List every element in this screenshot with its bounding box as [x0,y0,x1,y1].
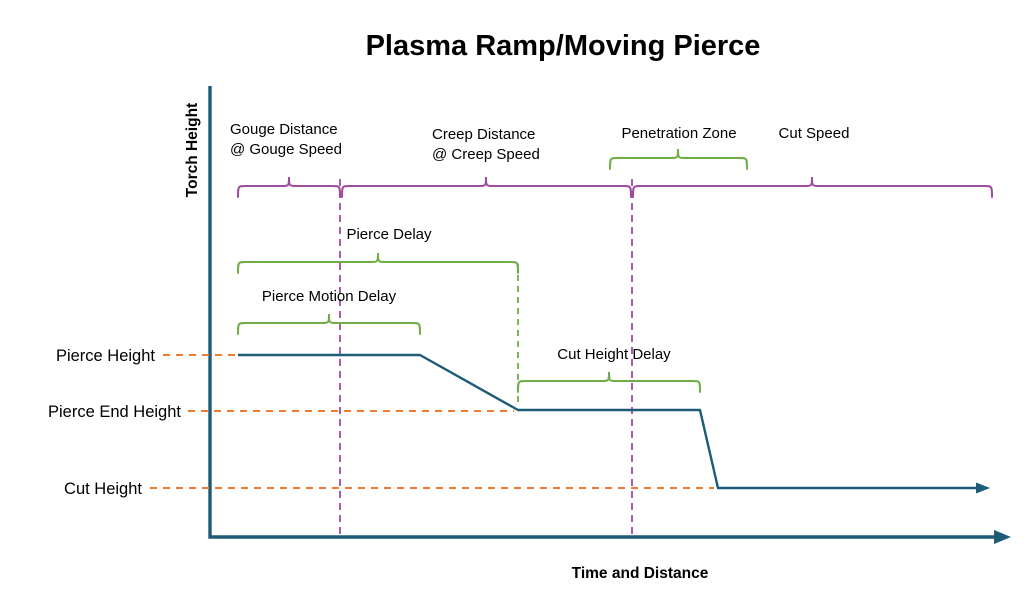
x-axis-label: Time and Distance [572,565,709,582]
curve-arrowhead-icon [976,482,990,494]
chart-title: Plasma Ramp/Moving Pierce [366,30,761,62]
y-axis-label: Torch Height [184,103,201,197]
pierce-delay-label: Pierce Delay [346,226,432,243]
torch-height-curve [238,353,979,490]
creep-distance-brace [341,176,632,198]
cut-height-delay-brace [517,371,701,393]
cut-speed-brace [632,176,993,198]
pierce-motion-delay-brace [237,313,421,335]
cut-speed-label: Cut Speed [779,125,850,142]
penetration-zone-brace [609,148,748,170]
penetration-zone-label: Penetration Zone [621,125,736,142]
gouge-distance-label-line2: @ Gouge Speed [230,141,342,158]
x-axis-arrowhead-icon [994,530,1011,544]
creep-distance-label-line2: @ Creep Speed [432,146,540,163]
cut-height-label: Cut Height [64,480,142,498]
gouge-distance-label-line1: Gouge Distance [230,121,338,138]
pierce-end-height-label: Pierce End Height [48,403,181,421]
gouge-distance-brace [237,176,341,198]
axis-lines [208,86,996,539]
creep-distance-label-line1: Creep Distance [432,126,535,143]
pierce-delay-brace [237,252,519,274]
cut-height-delay-label: Cut Height Delay [557,346,671,363]
pierce-motion-delay-label: Pierce Motion Delay [262,288,397,305]
pierce-height-label: Pierce Height [56,347,155,365]
